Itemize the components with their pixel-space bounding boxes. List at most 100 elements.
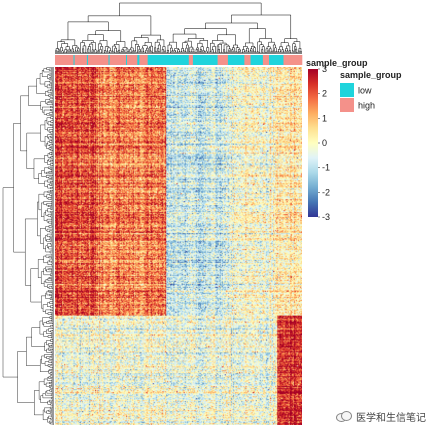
row-dendrogram-branch	[50, 213, 54, 215]
row-dendrogram-branch	[43, 109, 51, 115]
row-dendrogram-branch	[36, 78, 46, 94]
column-dendrogram-branch	[196, 47, 199, 54]
column-dendrogram-branch	[193, 51, 195, 54]
row-dendrogram-branch	[50, 184, 54, 187]
row-dendrogram-branch	[50, 146, 54, 149]
row-dendrogram-branch	[49, 144, 54, 147]
row-dendrogram-branch	[47, 260, 52, 265]
column-dendrogram-branch	[142, 51, 145, 54]
row-dendrogram-branch	[52, 306, 54, 309]
column-dendrogram-branch	[142, 45, 148, 49]
column-dendrogram-branch	[232, 51, 234, 54]
row-dendrogram-branch	[45, 210, 49, 216]
row-dendrogram-branch	[52, 118, 54, 120]
column-dendrogram-branch	[149, 45, 154, 53]
column-dendrogram-branch	[108, 52, 111, 54]
row-dendrogram-branch	[50, 271, 54, 273]
column-dendrogram-branch	[250, 48, 253, 54]
row-dendrogram-branch	[48, 129, 53, 133]
colorbar-gradient	[308, 69, 318, 217]
row-dendrogram-branch	[51, 194, 54, 196]
row-dendrogram-branch	[41, 295, 46, 309]
column-dendrogram-branch	[298, 50, 300, 54]
row-dendrogram-branch	[52, 162, 54, 165]
row-dendrogram-branch	[52, 116, 54, 118]
colorbar-tick-label: 1	[322, 113, 327, 123]
column-dendrogram-branch	[176, 51, 179, 54]
column-dendrogram-branch	[203, 51, 205, 54]
column-dendrogram-branch	[226, 51, 228, 54]
annotation-segment-high	[139, 55, 148, 65]
column-dendrogram-branch	[235, 47, 240, 52]
row-dendrogram-branch	[49, 238, 54, 241]
row-dendrogram-branch	[52, 366, 54, 369]
row-dendrogram-branch	[46, 290, 50, 296]
row-dendrogram-branch	[43, 280, 48, 287]
row-dendrogram-branch	[51, 85, 54, 87]
column-dendrogram-branch	[202, 50, 205, 54]
column-dendrogram-branch	[65, 46, 70, 50]
row-dendrogram-branch	[44, 342, 47, 351]
column-dendrogram-branch	[171, 50, 174, 54]
row-dendrogram-branch	[52, 121, 54, 124]
row-dendrogram-branch	[48, 415, 52, 419]
row-dendrogram-branch	[51, 130, 54, 133]
column-dendrogram-branch	[134, 50, 137, 54]
row-dendrogram-branch	[52, 143, 54, 146]
row-dendrogram-branch	[52, 149, 54, 152]
column-dendrogram-branch	[123, 50, 125, 54]
column-dendrogram-branch	[278, 49, 281, 52]
column-dendrogram-branch	[291, 50, 294, 54]
row-dendrogram-branch	[51, 139, 54, 142]
row-dendrogram-branch	[50, 355, 54, 358]
row-dendrogram-branch	[51, 216, 54, 218]
row-dendrogram-branch	[51, 208, 54, 210]
row-dendrogram-branch	[52, 309, 54, 312]
row-dendrogram-branch	[52, 186, 54, 189]
column-dendrogram-branch	[154, 47, 157, 54]
row-dendrogram-branch	[50, 215, 54, 218]
row-dendrogram-branch	[51, 128, 54, 131]
row-dendrogram-branch	[47, 243, 51, 248]
column-dendrogram-branch	[231, 49, 234, 54]
row-dendrogram-branch	[48, 158, 54, 162]
row-dendrogram-branch	[51, 248, 54, 250]
annotation-segment-low	[137, 55, 140, 65]
row-dendrogram-branch	[52, 104, 54, 106]
column-dendrogram-branch	[186, 44, 189, 54]
row-dendrogram-branch	[20, 95, 29, 152]
row-dendrogram-branch	[49, 375, 54, 378]
row-dendrogram-branch	[46, 228, 53, 232]
row-dendrogram-branch	[46, 203, 52, 207]
column-dendrogram-branch	[224, 51, 226, 54]
column-dendrogram-branch	[251, 46, 255, 49]
column-dendrogram-branch	[226, 45, 230, 52]
column-dendrogram-branch	[167, 44, 172, 51]
row-dendrogram-branch	[45, 292, 51, 299]
row-dendrogram-branch	[52, 288, 54, 290]
row-dendrogram-branch	[46, 410, 51, 414]
row-dendrogram-branch	[51, 313, 54, 316]
column-dendrogram-branch	[259, 44, 264, 53]
row-dendrogram-branch	[38, 173, 45, 184]
row-dendrogram-branch	[48, 147, 51, 150]
column-dendrogram-branch	[82, 45, 87, 53]
row-dendrogram-branch	[50, 210, 54, 213]
column-dendrogram-branch	[262, 52, 264, 54]
column-dendrogram-branch	[125, 48, 129, 53]
column-dendrogram-branch	[206, 47, 210, 54]
colorbar: 3 2 1 0 -1 -2 -3	[308, 64, 330, 222]
row-dendrogram-branch	[49, 382, 54, 384]
row-dendrogram-branch	[51, 257, 54, 259]
row-dendrogram-branch	[50, 123, 54, 126]
row-dendrogram-branch	[43, 68, 52, 73]
row-dendrogram-branch	[51, 299, 54, 301]
column-dendrogram-branch	[113, 44, 120, 51]
row-dendrogram-branch	[47, 208, 51, 213]
row-dendrogram-branch	[51, 102, 54, 104]
row-dendrogram-branch	[50, 261, 54, 263]
row-dendrogram-branch	[42, 317, 50, 325]
row-dendrogram-branch	[49, 80, 54, 83]
row-dendrogram-branch	[43, 322, 51, 327]
